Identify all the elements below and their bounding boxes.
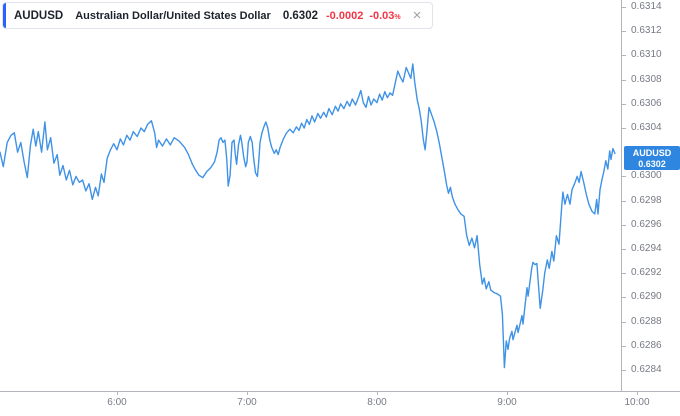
price-axis-tick <box>622 31 626 33</box>
price-axis-label: 0.6298 <box>631 194 662 206</box>
symbol-legend: AUDUSD Australian Dollar/United States D… <box>2 2 434 29</box>
price-axis-label: 0.6308 <box>631 73 662 85</box>
price-line-series <box>0 63 616 369</box>
price-axis-label: 0.6284 <box>631 364 662 375</box>
time-axis-label: 8:00 <box>367 397 387 408</box>
series-color-bar <box>3 3 6 28</box>
price-axis-tick <box>622 224 626 226</box>
percent-sign: % <box>394 13 401 21</box>
close-icon[interactable]: × <box>412 7 422 24</box>
price-axis-label: 0.6304 <box>631 122 662 133</box>
price-axis-tick <box>622 176 626 178</box>
current-price-badge: AUDUSD 0.6302 <box>624 146 680 170</box>
badge-price: 0.6302 <box>638 159 666 169</box>
time-axis-label: 10:00 <box>624 397 650 408</box>
price-axis-tick <box>622 128 626 129</box>
symbol-description: Australian Dollar/United States Dollar <box>75 9 271 22</box>
price-axis-label: 0.6296 <box>631 218 662 230</box>
price-axis-tick <box>622 7 626 8</box>
time-axis-tick <box>637 392 638 395</box>
time-axis-label: 9:00 <box>497 397 517 408</box>
price-axis-label: 0.6288 <box>631 315 662 327</box>
price-axis-label: 0.6300 <box>631 170 662 182</box>
time-axis-tick <box>507 392 508 395</box>
time-axis-label: 7:00 <box>237 397 257 408</box>
price-axis-label: 0.6290 <box>631 291 662 303</box>
price-axis-label: 0.6286 <box>631 339 662 351</box>
time-axis-tick <box>377 392 378 395</box>
price-axis-separator <box>621 0 622 392</box>
price-axis-tick <box>622 55 626 57</box>
time-axis-tick <box>247 392 248 395</box>
price-axis-label: 0.6312 <box>631 25 662 37</box>
price-axis-tick <box>622 370 626 371</box>
price-axis-tick <box>622 273 626 275</box>
price-axis-label: 0.6292 <box>631 267 662 279</box>
badge-symbol: AUDUSD <box>632 148 672 158</box>
price-axis-tick <box>622 345 626 347</box>
time-axis-tick <box>117 392 118 395</box>
price-change-percent: -0.03% <box>369 10 400 22</box>
price-axis-tick <box>622 79 626 81</box>
price-axis-tick <box>622 200 626 202</box>
time-axis-label: 6:00 <box>107 397 127 408</box>
price-axis-tick <box>622 103 626 105</box>
price-change-percent-value: -0.03 <box>369 9 395 22</box>
symbol-name[interactable]: AUDUSD <box>14 9 64 22</box>
price-axis-tick <box>622 249 626 250</box>
price-axis-label: 0.6306 <box>631 97 662 109</box>
price-axis-label: 0.6314 <box>631 1 662 12</box>
price-axis-label: 0.6310 <box>631 49 662 61</box>
price-line-path <box>0 63 616 369</box>
chart-plot-area[interactable] <box>0 0 622 391</box>
price-axis-label: 0.6294 <box>631 243 662 254</box>
last-price-value: 0.6302 <box>282 9 318 22</box>
price-axis-tick <box>622 297 626 299</box>
price-change-absolute: -0.0002 <box>326 9 364 22</box>
time-axis-separator <box>0 391 680 392</box>
price-axis-tick <box>622 321 626 323</box>
